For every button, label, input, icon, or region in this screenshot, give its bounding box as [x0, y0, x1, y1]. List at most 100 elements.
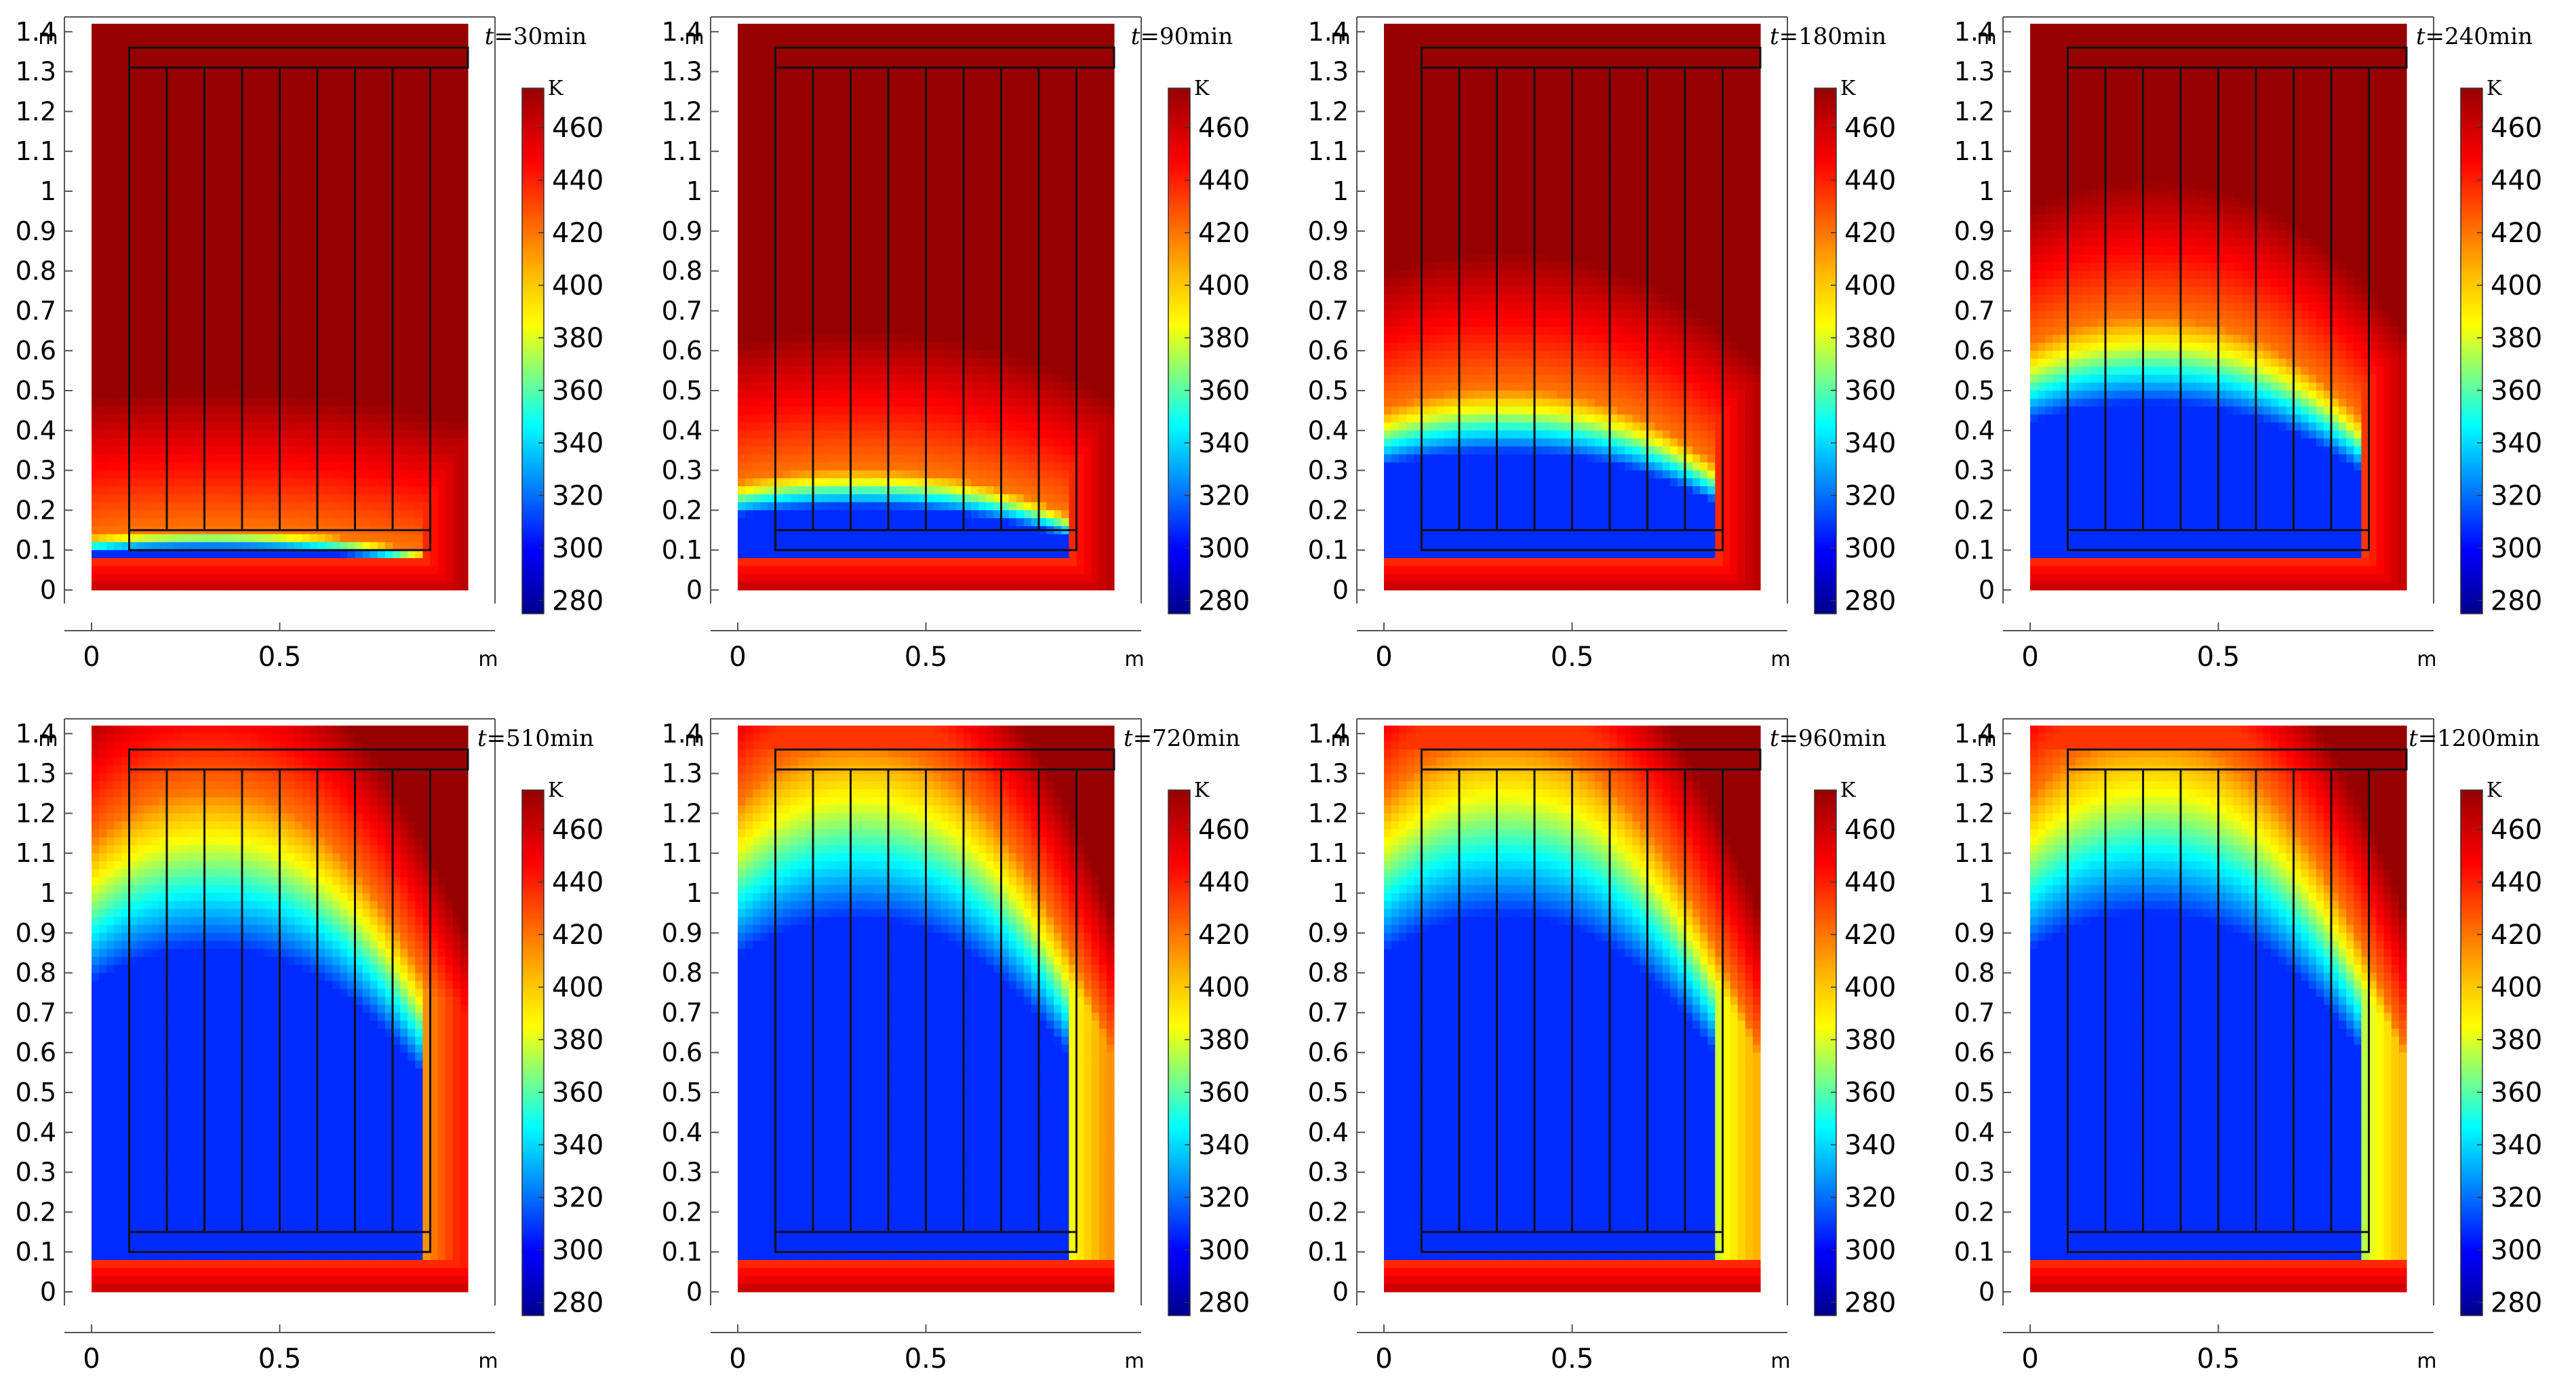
heatmap-cell: [92, 446, 100, 454]
heatmap-cell: [106, 486, 115, 494]
heatmap-cell: [257, 566, 265, 574]
heatmap-cell: [205, 159, 213, 167]
heatmap-cell: [242, 550, 250, 558]
heatmap-cell: [106, 359, 115, 367]
heatmap-cell: [137, 263, 145, 271]
heatmap-cell: [227, 319, 235, 327]
heatmap-cell: [182, 582, 190, 590]
heatmap-cell: [174, 502, 182, 511]
heatmap-cell: [144, 239, 153, 248]
heatmap-cell: [182, 271, 190, 279]
heatmap-cell: [174, 439, 182, 447]
heatmap-cell: [242, 342, 250, 351]
heatmap-cell: [106, 439, 115, 447]
heatmap-cell: [257, 151, 265, 159]
heatmap-cell: [130, 454, 138, 462]
heatmap-cell: [189, 518, 197, 526]
heatmap-cell: [99, 471, 107, 479]
heatmap-cell: [280, 207, 288, 215]
heatmap-cell: [242, 56, 250, 64]
heatmap-cell: [264, 104, 273, 112]
heatmap-cell: [92, 119, 100, 127]
heatmap-cell: [92, 295, 100, 303]
heatmap-cell: [167, 119, 175, 127]
heatmap-cell: [137, 72, 145, 80]
heatmap-cell: [212, 494, 220, 502]
heatmap-cell: [182, 399, 190, 407]
heatmap-cell: [92, 183, 100, 191]
heatmap-cell: [99, 359, 107, 367]
heatmap-cell: [189, 319, 197, 327]
heatmap-cell: [257, 454, 265, 462]
heatmap-cell: [130, 215, 138, 223]
heatmap-cell: [182, 119, 190, 127]
heatmap-cell: [92, 47, 100, 56]
heatmap-cell: [99, 446, 107, 454]
heatmap-cell: [227, 454, 235, 462]
heatmap-cell: [106, 255, 115, 263]
heatmap-cell: [99, 87, 107, 96]
heatmap-cell: [114, 454, 122, 462]
heatmap-cell: [167, 111, 175, 119]
heatmap-cell: [220, 414, 228, 422]
heatmap-cell: [182, 191, 190, 199]
heatmap-cell: [114, 566, 122, 574]
heatmap-cell: [264, 367, 273, 375]
heatmap-cell: [257, 79, 265, 87]
heatmap-cell: [220, 263, 228, 271]
heatmap-cell: [250, 486, 258, 494]
heatmap-cell: [99, 303, 107, 311]
heatmap-cell: [114, 550, 122, 558]
heatmap-cell: [189, 167, 197, 176]
heatmap-cell: [280, 374, 288, 382]
heatmap-cell: [144, 72, 153, 80]
heatmap-cell: [174, 104, 182, 112]
heatmap-cell: [227, 439, 235, 447]
heatmap-cell: [189, 391, 197, 399]
heatmap-cell: [227, 335, 235, 343]
heatmap-cell: [106, 342, 115, 351]
heatmap-cell: [235, 582, 243, 590]
heatmap-cell: [280, 351, 288, 359]
heatmap-cell: [130, 359, 138, 367]
heatmap-cell: [174, 319, 182, 327]
heatmap-cell: [280, 191, 288, 199]
heatmap-cell: [92, 382, 100, 391]
heatmap-cell: [220, 382, 228, 391]
heatmap-cell: [182, 183, 190, 191]
heatmap-cell: [152, 271, 160, 279]
heatmap-cell: [205, 558, 213, 566]
heatmap-cell: [205, 391, 213, 399]
heatmap-cell: [92, 502, 100, 511]
heatmap-cell: [205, 510, 213, 518]
heatmap-cell: [92, 72, 100, 80]
heatmap-cell: [280, 471, 288, 479]
heatmap-cell: [92, 255, 100, 263]
heatmap-cell: [144, 534, 153, 543]
heatmap-cell: [174, 582, 182, 590]
heatmap-cell: [121, 558, 130, 566]
heatmap-cell: [205, 127, 213, 136]
heatmap-cell: [227, 486, 235, 494]
heatmap-cell: [242, 119, 250, 127]
heatmap-cell: [250, 47, 258, 56]
heatmap-cell: [92, 471, 100, 479]
heatmap-cell: [137, 207, 145, 215]
heatmap-cell: [272, 56, 280, 64]
heatmap-cell: [144, 191, 153, 199]
heatmap-cell: [137, 335, 145, 343]
heatmap-cell: [144, 510, 153, 518]
heatmap-cell: [205, 207, 213, 215]
heatmap-cell: [182, 87, 190, 96]
heatmap-cell: [130, 287, 138, 295]
heatmap-cell: [189, 582, 197, 590]
heatmap-cell: [280, 159, 288, 167]
heatmap-cell: [137, 143, 145, 151]
heatmap-cell: [264, 191, 273, 199]
heatmap-cell: [130, 335, 138, 343]
heatmap-cell: [167, 247, 175, 255]
heatmap-cell: [182, 454, 190, 462]
heatmap-cell: [92, 558, 100, 566]
heatmap-cell: [106, 382, 115, 391]
heatmap-cell: [92, 367, 100, 375]
